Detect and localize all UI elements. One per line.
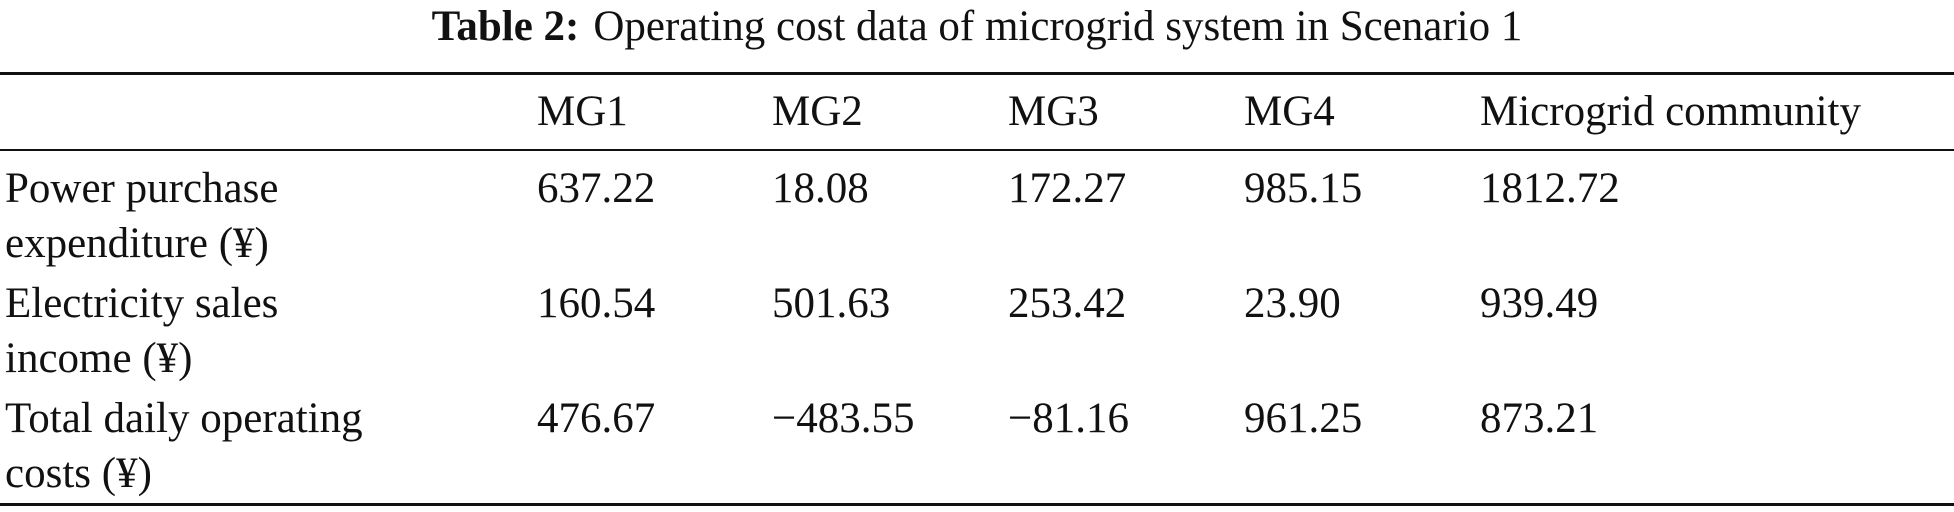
table-header-rule [0,149,1954,151]
table-cell: 637.22 [537,165,656,212]
row-label-electricity-sales: Electricity sales income (¥) [5,276,278,386]
column-header-mg2: MG2 [772,88,863,135]
table-cell: 172.27 [1008,165,1127,212]
column-header-mg4: MG4 [1244,88,1335,135]
table-cell: 253.42 [1008,280,1127,327]
row-label-line: expenditure (¥) [5,220,269,267]
table-top-rule [0,72,1954,75]
table-cell: 939.49 [1480,280,1599,327]
caption-label: Table 2: [431,3,580,50]
table-cell: 501.63 [772,280,891,327]
table-cell: −483.55 [772,395,915,442]
table-cell: 23.90 [1244,280,1341,327]
row-label-power-purchase: Power purchase expenditure (¥) [5,161,278,271]
row-label-line: Total daily operating [5,395,363,442]
table-bottom-rule [0,503,1954,506]
caption-text: Operating cost data of microgrid system … [593,3,1523,50]
table-caption: Table 2: Operating cost data of microgrid… [0,2,1954,52]
row-label-line: Electricity sales [5,280,279,327]
table-cell: 18.08 [772,165,869,212]
row-label-total-operating-costs: Total daily operating costs (¥) [5,391,363,501]
table-cell: 985.15 [1244,165,1363,212]
row-label-line: Power purchase [5,165,279,212]
column-header-community: Microgrid community [1480,88,1861,135]
table-cell: 1812.72 [1480,165,1620,212]
column-header-mg3: MG3 [1008,88,1099,135]
table-cell: 160.54 [537,280,656,327]
table-cell: 961.25 [1244,395,1363,442]
table-cell: −81.16 [1008,395,1130,442]
table-cell: 476.67 [537,395,656,442]
row-label-line: costs (¥) [5,450,152,497]
table-cell: 873.21 [1480,395,1599,442]
row-label-line: income (¥) [5,335,193,382]
column-header-mg1: MG1 [537,88,628,135]
